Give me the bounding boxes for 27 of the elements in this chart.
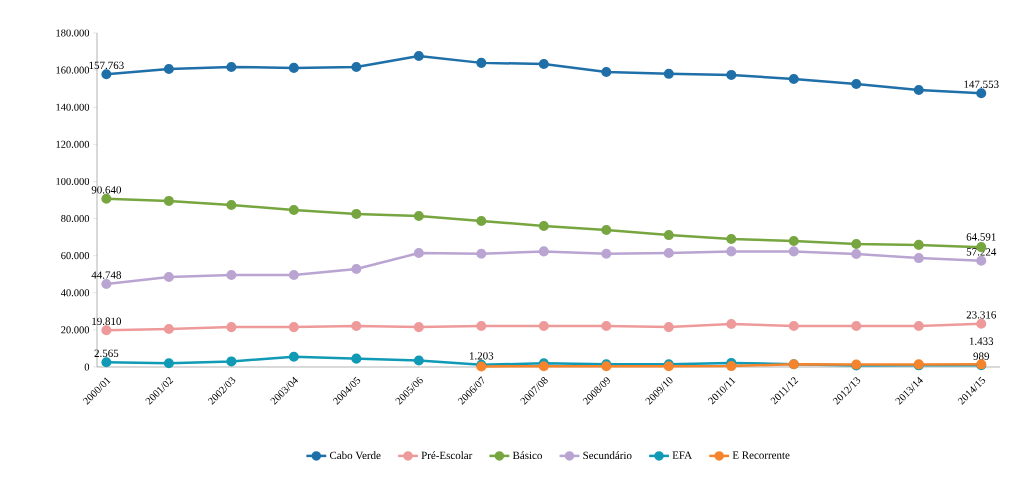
legend-label: EFA xyxy=(672,451,693,459)
y-tick-label: 180.000 xyxy=(56,29,90,37)
legend-label: E Recorrente xyxy=(732,451,790,459)
data-label: 989 xyxy=(973,352,990,360)
legend-label: Pré-Escolar xyxy=(421,451,473,460)
y-tick-label: 0 xyxy=(84,363,90,371)
data-label: 157.763 xyxy=(89,61,124,70)
data-label: 1.203 xyxy=(469,352,494,360)
y-tick-label: 160.000 xyxy=(56,66,90,74)
data-label: 23.316 xyxy=(966,311,997,319)
y-tick-label: 120.000 xyxy=(56,140,90,148)
legend-label: Básico xyxy=(512,451,542,460)
y-tick-label: 20.000 xyxy=(61,326,90,334)
legend-label: Secundário xyxy=(583,451,632,460)
y-tick-label: 80.000 xyxy=(61,215,90,223)
data-label: 2.565 xyxy=(94,349,119,358)
y-tick-label: 40.000 xyxy=(60,289,90,297)
y-tick-label: 100.000 xyxy=(56,177,90,185)
data-label: 44.748 xyxy=(91,271,122,279)
legend-label: Cabo Verde xyxy=(329,451,381,460)
y-tick-label: 140.000 xyxy=(56,103,90,111)
data-label: 90.640 xyxy=(91,186,122,194)
data-label: 1.433 xyxy=(969,337,994,345)
data-label: 147.553 xyxy=(964,80,999,89)
y-tick-label: 60.000 xyxy=(61,252,90,260)
data-label: 19.810 xyxy=(92,317,122,326)
data-label: 64.591 xyxy=(966,233,996,241)
